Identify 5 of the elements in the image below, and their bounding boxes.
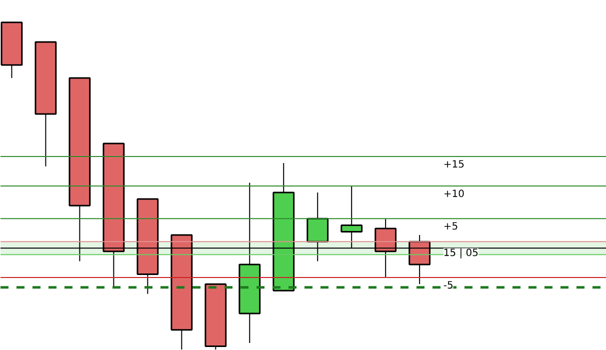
- annotation: +5: [443, 222, 458, 233]
- annotation: +10: [443, 188, 464, 200]
- annotation: +15: [443, 160, 464, 171]
- annotation: 15 | 05: [443, 248, 479, 260]
- annotation: -5: [443, 280, 454, 292]
